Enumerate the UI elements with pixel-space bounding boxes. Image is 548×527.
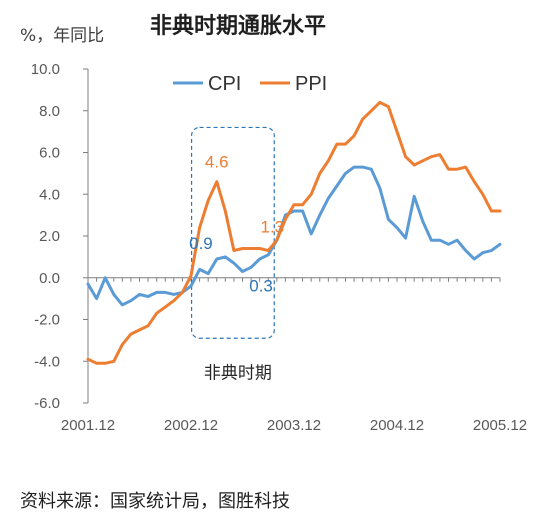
series-line-ppi xyxy=(86,100,502,365)
data-label-cpi: 0.3 xyxy=(249,276,273,295)
source-note: 资料来源：国家统计局，图胜科技 xyxy=(20,491,290,512)
y-tick-label: 6.0 xyxy=(39,145,60,162)
chart-title: 非典时期通胀水平 xyxy=(150,14,326,39)
legend: CPI PPI xyxy=(173,73,327,95)
y-axis: 10.0 8.0 6.0 4.0 2.0 0.0 -2.0 -4.0 -6.0 xyxy=(31,61,89,412)
x-axis: 2001.12 2002.12 2003.12 2004.12 2005.12 xyxy=(61,277,527,434)
y-tick-label: -6.0 xyxy=(34,395,60,412)
x-tick-label: 2002.12 xyxy=(164,417,218,434)
annotation-layer: 4.6 1.3 0.9 0.3 xyxy=(189,153,284,296)
y-tick-label: 4.0 xyxy=(39,186,60,203)
sars-period-label: 非典时期 xyxy=(204,363,272,383)
y-unit-label: %，年同比 xyxy=(20,26,104,46)
y-tick-label: 8.0 xyxy=(39,103,60,120)
x-tick-label: 2005.12 xyxy=(473,417,527,434)
x-tick-label: 2001.12 xyxy=(61,417,115,434)
legend-ppi-label: PPI xyxy=(295,73,327,95)
data-label-ppi: 4.6 xyxy=(205,153,229,172)
data-label-cpi: 0.9 xyxy=(189,234,213,253)
sars-period-highlight-box xyxy=(190,126,275,339)
y-tick-label: -4.0 xyxy=(34,353,60,370)
series-line-cpi xyxy=(86,165,502,307)
x-tick-label: 2003.12 xyxy=(267,417,321,434)
x-tick-label: 2004.12 xyxy=(370,417,424,434)
series-layer xyxy=(86,100,502,365)
y-tick-label: 10.0 xyxy=(31,61,60,78)
data-label-ppi: 1.3 xyxy=(261,218,285,237)
legend-cpi-label: CPI xyxy=(208,73,241,95)
y-tick-label: 0.0 xyxy=(39,270,60,287)
y-tick-label: 2.0 xyxy=(39,228,60,245)
y-tick-label: -2.0 xyxy=(34,312,60,329)
